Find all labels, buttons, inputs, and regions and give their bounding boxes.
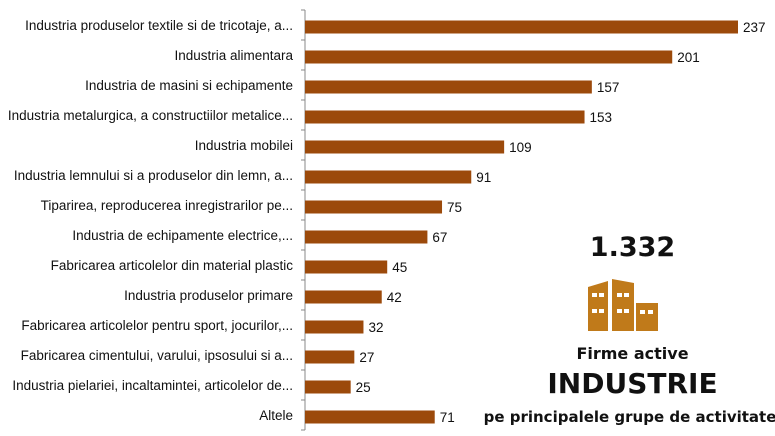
category-label: Fabricarea articolelor pentru sport, joc… [21,318,293,333]
bar [305,110,585,124]
total-count: 1.332 [589,232,676,263]
data-label: 201 [677,50,700,65]
bar [305,170,472,184]
data-label: 237 [743,20,766,35]
bar [305,290,382,304]
summary-line2: INDUSTRIE [547,367,718,400]
bar [305,140,505,154]
data-label: 157 [597,80,620,95]
bar [305,50,673,64]
bar [305,410,435,424]
category-label: Altele [259,408,293,423]
category-label: Industria produselor textile si de trico… [25,18,293,33]
bar [305,80,592,94]
category-label: Fabricarea articolelor din material plas… [51,258,294,273]
bar [305,230,428,244]
data-label: 42 [387,290,402,305]
data-label: 71 [440,410,455,425]
category-label: Industria alimentara [174,48,293,63]
category-label: Tiparirea, reproducerea inregistrarilor … [41,198,293,213]
summary-line1: Firme active [576,344,689,363]
bar [305,320,364,334]
data-label: 32 [368,320,383,335]
data-label: 109 [509,140,532,155]
category-label: Industria de masini si echipamente [85,78,293,93]
data-label: 45 [392,260,407,275]
category-label: Fabricarea cimentului, varului, ipsosulu… [21,348,293,363]
bar [305,200,443,214]
data-label: 67 [432,230,447,245]
data-label: 75 [447,200,462,215]
data-label: 25 [356,380,371,395]
data-label: 27 [359,350,374,365]
bar [305,380,351,394]
bar [305,260,388,274]
category-label: Industria lemnului si a produselor din l… [14,168,293,183]
category-label: Industria metalurgica, a constructiilor … [8,108,293,123]
bar [305,350,355,364]
bar [305,20,738,34]
category-label: Industria de echipamente electrice,... [72,228,293,243]
category-label: Industria pielariei, incaltamintei, arti… [12,378,293,393]
data-label: 91 [476,170,491,185]
data-label: 153 [590,110,613,125]
buildings-icon [588,279,660,336]
category-label: Industria mobilei [195,138,293,153]
category-label: Industria produselor primare [124,288,293,303]
summary-line3: pe principalele grupe de activitate [483,408,775,426]
